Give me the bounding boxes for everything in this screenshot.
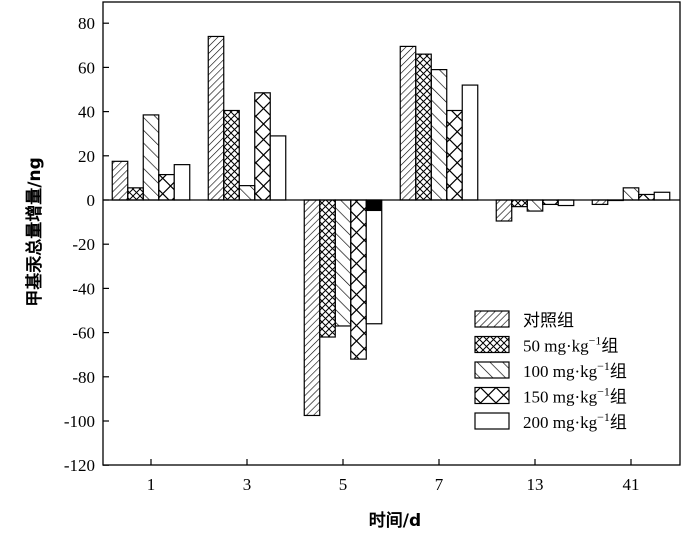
bar-7-series-2 — [430, 69, 448, 201]
black-segment — [366, 200, 382, 212]
x-tick-label: 7 — [435, 475, 444, 494]
y-tick-label: -40 — [72, 279, 95, 298]
bar-41-series-3 — [638, 193, 655, 201]
legend-label: 150 mg·kg−1组 — [523, 385, 627, 407]
bar-7-series-1 — [415, 53, 432, 201]
bar-13-series-4 — [557, 199, 575, 207]
legend-swatch — [474, 412, 510, 430]
legend-swatch — [474, 386, 510, 405]
y-tick-label: 60 — [78, 58, 95, 77]
y-tick-label: 0 — [87, 191, 96, 210]
y-tick-label: 80 — [78, 14, 95, 33]
bar-5-series-2 — [334, 199, 352, 327]
y-tick-label: -60 — [72, 324, 95, 343]
y-tick-label: -20 — [72, 235, 95, 254]
legend-label: 对照组 — [523, 311, 574, 330]
bar-1-series-4 — [173, 164, 191, 201]
legend: 对照组 50 mg·kg−1组 100 mg·kg−1组 150 mg·kg−1组 20… — [474, 310, 627, 432]
legend-label: 100 mg·kg−1组 — [523, 359, 627, 381]
y-axis-label: 甲基汞总量增量/ng — [24, 157, 45, 306]
plot-frame — [102, 1, 681, 466]
bar-41-series-2 — [622, 187, 640, 201]
bar-3-series-0 — [207, 35, 225, 201]
bar-13-series-0 — [495, 199, 513, 222]
bar-5-series-1 — [319, 199, 336, 338]
bar-41-series-0 — [591, 199, 609, 206]
x-tick-label: 41 — [623, 475, 640, 494]
y-tick-label: 40 — [78, 103, 95, 122]
y-tick-label: -80 — [72, 368, 95, 387]
legend-label: 50 mg·kg−1组 — [523, 334, 618, 356]
x-axis-label: 时间/d — [369, 510, 421, 531]
bar-3-series-2 — [238, 185, 256, 201]
bar-41-series-4 — [653, 191, 671, 201]
bar-3-series-4 — [269, 135, 287, 201]
bar-1-series-3 — [158, 173, 175, 201]
legend-swatch — [474, 335, 510, 354]
y-tick-label: -100 — [64, 412, 95, 431]
y-tick-label: 20 — [78, 147, 95, 166]
legend-swatch — [474, 361, 510, 379]
bar-13-series-1 — [511, 199, 528, 208]
bar-3-series-3 — [254, 92, 271, 201]
x-tick-label: 3 — [243, 475, 252, 494]
legend-swatch — [474, 310, 510, 328]
bar-13-series-2 — [526, 199, 544, 212]
x-tick-label: 5 — [339, 475, 348, 494]
bar-5-series-0 — [303, 199, 321, 417]
bar-7-series-3 — [446, 109, 463, 201]
bar-1-series-2 — [142, 114, 160, 201]
bar-1-series-0 — [111, 160, 129, 201]
bar-5-series-4 — [365, 199, 383, 325]
y-tick-label: -120 — [64, 456, 95, 475]
x-tick-label: 13 — [527, 475, 544, 494]
bar-5-series-3 — [350, 199, 367, 360]
bar-13-series-3 — [542, 199, 559, 206]
x-tick-label: 1 — [147, 475, 156, 494]
bar-7-series-0 — [399, 45, 417, 201]
legend-label: 200 mg·kg−1组 — [523, 410, 627, 432]
bar-7-series-4 — [461, 84, 479, 201]
bar-1-series-1 — [127, 187, 144, 201]
bar-3-series-1 — [223, 109, 240, 201]
